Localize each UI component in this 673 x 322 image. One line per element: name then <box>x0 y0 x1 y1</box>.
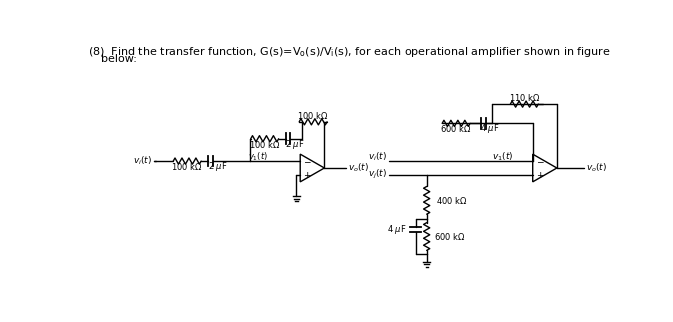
Text: 2 $\mu$F: 2 $\mu$F <box>285 137 305 151</box>
Text: 100 k$\Omega$: 100 k$\Omega$ <box>172 161 203 172</box>
Text: $v_o(t)$: $v_o(t)$ <box>586 162 608 174</box>
Text: 600 k$\Omega$: 600 k$\Omega$ <box>440 123 472 134</box>
Text: $v_1(t)$: $v_1(t)$ <box>492 151 513 164</box>
Text: $v_j(t)$: $v_j(t)$ <box>368 168 387 182</box>
Text: 400 k$\Omega$: 400 k$\Omega$ <box>436 195 468 206</box>
Text: $v_i(t)$: $v_i(t)$ <box>368 151 387 164</box>
Text: $-$: $-$ <box>304 156 312 166</box>
Text: 100 k$\Omega$: 100 k$\Omega$ <box>249 139 281 150</box>
Text: 110 k$\Omega$: 110 k$\Omega$ <box>509 92 540 103</box>
Text: 2 $\mu$F: 2 $\mu$F <box>207 160 227 173</box>
Text: $+$: $+$ <box>304 170 312 180</box>
Text: 4 $\mu$F: 4 $\mu$F <box>481 122 500 135</box>
Text: $v_i(t)$: $v_i(t)$ <box>133 155 152 167</box>
Text: $v_1(t)$: $v_1(t)$ <box>248 150 269 163</box>
Text: 600 k$\Omega$: 600 k$\Omega$ <box>433 231 465 242</box>
Text: $+$: $+$ <box>536 170 544 180</box>
Text: below:: below: <box>101 54 137 64</box>
Text: $v_o(t)$: $v_o(t)$ <box>349 162 369 174</box>
Text: (8)  Find the transfer function, G(s)=V$_\mathrm{o}$(s)/V$_\mathrm{i}$(s), for e: (8) Find the transfer function, G(s)=V$_… <box>88 45 611 59</box>
Text: 4 $\mu$F: 4 $\mu$F <box>387 223 406 236</box>
Text: 100 k$\Omega$: 100 k$\Omega$ <box>297 110 329 121</box>
Text: $-$: $-$ <box>536 156 544 166</box>
